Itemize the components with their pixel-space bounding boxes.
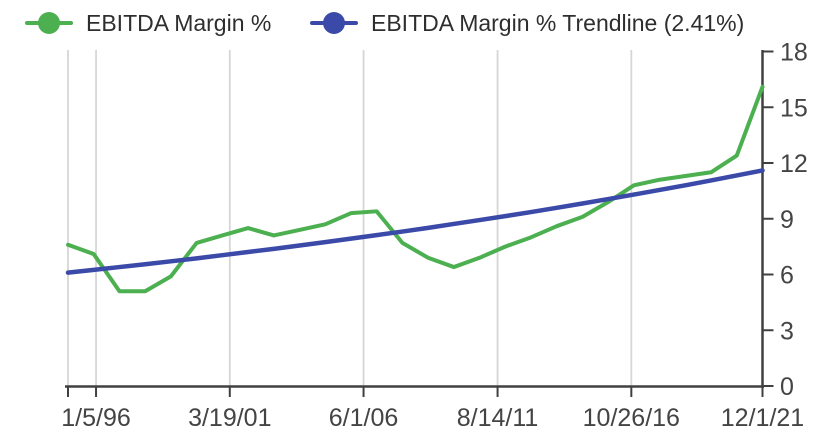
legend-label: EBITDA Margin % Trendline (2.41%) <box>371 10 745 36</box>
x-axis-label: 6/1/06 <box>329 404 399 432</box>
legend-item-ebitda-margin[interactable]: EBITDA Margin % <box>25 8 271 38</box>
legend-label: EBITDA Margin % <box>86 10 272 36</box>
y-axis-label: 0 <box>780 373 794 401</box>
x-axis-label: 3/19/01 <box>188 404 271 432</box>
x-axis-label: 8/14/11 <box>457 404 539 432</box>
line-marker-icon <box>310 12 358 34</box>
series-line-trendline <box>65 168 765 275</box>
y-axis-label: 15 <box>780 94 808 122</box>
x-axis-label: 12/1/21 <box>721 404 804 432</box>
y-axis-label: 6 <box>780 262 794 290</box>
line-marker-icon <box>25 12 73 34</box>
x-axis-label: 10/26/16 <box>583 404 680 432</box>
x-axis-label: 1/5/96 <box>61 404 131 432</box>
y-axis-label: 9 <box>780 206 794 234</box>
y-axis-label: 18 <box>780 39 808 67</box>
y-axis-label: 3 <box>780 317 794 345</box>
legend-item-trendline[interactable]: EBITDA Margin % Trendline (2.41%) <box>310 8 744 38</box>
circle-marker-icon <box>323 12 345 34</box>
circle-marker-icon <box>38 12 60 34</box>
y-axis-label: 12 <box>780 150 808 178</box>
